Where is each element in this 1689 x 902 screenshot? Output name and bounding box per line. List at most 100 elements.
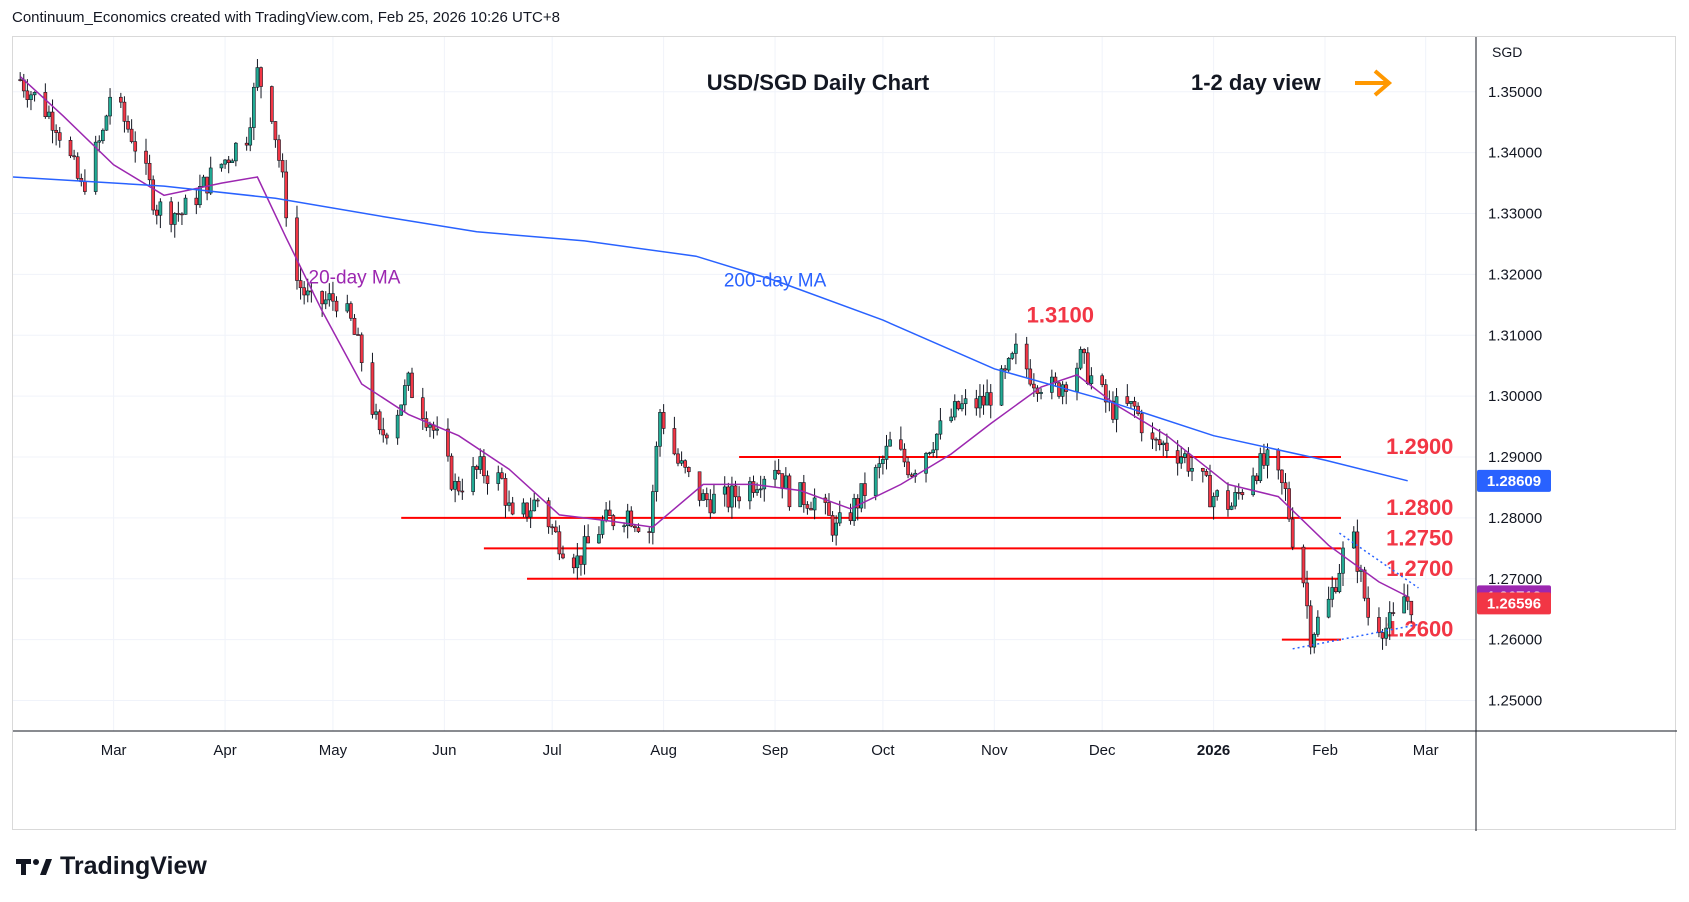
candle-body bbox=[151, 179, 156, 211]
candle-down bbox=[553, 520, 558, 534]
candle-body bbox=[906, 461, 910, 476]
candles bbox=[18, 59, 1414, 655]
candle-up bbox=[528, 497, 533, 529]
candle-body bbox=[1312, 634, 1317, 648]
candle-down bbox=[500, 467, 504, 480]
chart-attribution: Continuum_Economics created with Trading… bbox=[12, 9, 560, 26]
candle-up bbox=[604, 502, 608, 523]
candle-down bbox=[1355, 519, 1360, 584]
candle-down bbox=[1380, 629, 1385, 650]
candle-body bbox=[1308, 605, 1313, 648]
candle-up bbox=[1402, 583, 1406, 614]
candle-body bbox=[1287, 488, 1291, 520]
candle-body bbox=[104, 115, 109, 131]
candle-up bbox=[345, 294, 350, 314]
candle-down bbox=[801, 474, 806, 513]
candle-up bbox=[1010, 351, 1015, 360]
level-label: 1.2900 bbox=[1386, 434, 1453, 459]
candle-body bbox=[1330, 587, 1335, 600]
candle-down bbox=[1175, 440, 1180, 476]
candle-down bbox=[899, 426, 903, 451]
chart-frame[interactable]: 1.25000 1.26000 1.27000 1.28000 1.29000 1.300… bbox=[12, 36, 1677, 831]
candle-body bbox=[881, 459, 885, 464]
candle-body bbox=[230, 160, 235, 163]
candle-body bbox=[1129, 401, 1133, 404]
candle-body bbox=[144, 150, 148, 164]
y-tick-label: 1.34000 bbox=[1488, 145, 1542, 162]
candle-up bbox=[1326, 586, 1331, 619]
candle-up bbox=[29, 91, 33, 111]
candle-down bbox=[780, 473, 785, 499]
candle-body bbox=[1301, 546, 1306, 584]
candle-down bbox=[1301, 544, 1306, 588]
candle-body bbox=[855, 498, 860, 509]
candle-up bbox=[758, 475, 763, 498]
candle-body bbox=[331, 293, 335, 302]
level-label: 1.2700 bbox=[1386, 556, 1453, 581]
candle-body bbox=[1290, 518, 1295, 548]
price-label-box bbox=[1477, 469, 1551, 492]
candle-body bbox=[1409, 600, 1414, 616]
candle-body bbox=[57, 132, 62, 141]
candle-up bbox=[1060, 381, 1065, 405]
candle-body bbox=[852, 498, 856, 522]
candle-body bbox=[622, 525, 626, 528]
candle-up bbox=[1258, 447, 1263, 484]
candle-body bbox=[1366, 597, 1370, 618]
candle-down bbox=[359, 332, 364, 372]
candle-down bbox=[546, 497, 551, 534]
ma200-line bbox=[13, 176, 1408, 482]
candle-body bbox=[122, 101, 127, 122]
price-chart[interactable]: 1.25000 1.26000 1.27000 1.28000 1.29000 1.300… bbox=[13, 37, 1677, 831]
candle-down bbox=[57, 127, 62, 148]
view-label: 1-2 day view bbox=[1191, 70, 1322, 95]
candle-down bbox=[21, 73, 26, 98]
candle-up bbox=[1129, 401, 1133, 409]
candle-down bbox=[607, 500, 612, 516]
candle-down bbox=[863, 472, 867, 509]
grid bbox=[13, 37, 1476, 731]
candle-down bbox=[503, 473, 508, 518]
candle-body bbox=[985, 392, 989, 406]
candle-body bbox=[787, 475, 792, 508]
candle-body bbox=[535, 499, 540, 502]
candle-body bbox=[172, 213, 177, 225]
candle-body bbox=[708, 499, 713, 514]
candle-body bbox=[805, 504, 810, 509]
candle-up bbox=[1233, 485, 1237, 510]
candle-down bbox=[410, 367, 414, 399]
candle-down bbox=[733, 480, 738, 508]
candle-up bbox=[230, 158, 235, 163]
candle-up bbox=[252, 82, 256, 141]
trendline bbox=[1338, 532, 1419, 589]
x-tick-label: Mar bbox=[1413, 742, 1439, 759]
candle-down bbox=[823, 493, 828, 515]
candle-down bbox=[1100, 373, 1104, 388]
price-label-box bbox=[1477, 592, 1551, 615]
candle-body bbox=[194, 197, 199, 206]
candle-down bbox=[704, 487, 709, 508]
tradingview-logo[interactable]: TradingView bbox=[16, 852, 207, 881]
candle-down bbox=[676, 448, 680, 467]
x-tick-label: Jul bbox=[543, 742, 562, 759]
candle-down bbox=[277, 134, 281, 168]
arrow-head bbox=[1373, 69, 1393, 97]
candle-body bbox=[1229, 505, 1234, 510]
candle-body bbox=[208, 167, 213, 194]
candle-body bbox=[780, 473, 785, 489]
candle-body bbox=[582, 536, 587, 565]
candle-down bbox=[68, 136, 73, 159]
candle-up bbox=[101, 128, 105, 144]
candle-up bbox=[852, 493, 856, 526]
candle-down bbox=[1405, 584, 1410, 611]
candle-body bbox=[345, 303, 350, 312]
candle-down bbox=[446, 418, 450, 462]
candle-down bbox=[1308, 600, 1313, 655]
candle-down bbox=[1125, 384, 1130, 406]
candle-down bbox=[1064, 381, 1069, 405]
candle-down bbox=[1254, 473, 1259, 485]
candle-down bbox=[776, 458, 781, 475]
candle-body bbox=[226, 159, 231, 163]
candle-body bbox=[496, 472, 501, 484]
price-label-text: 1.26596 bbox=[1487, 595, 1541, 612]
